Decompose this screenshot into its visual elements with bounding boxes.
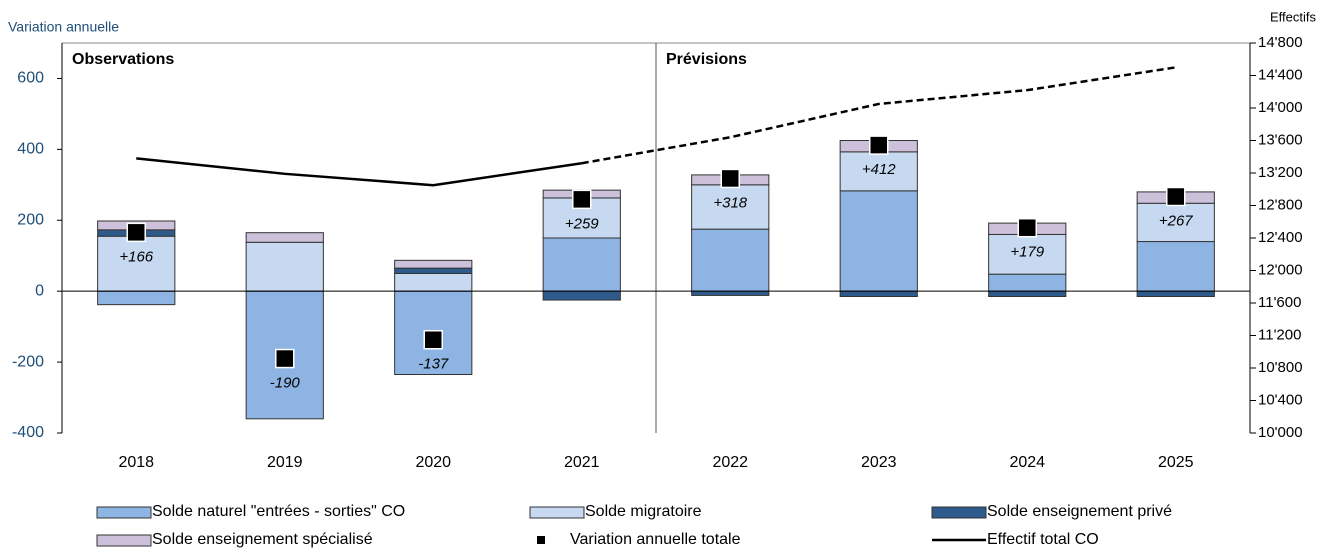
x-tick-label: 2023 <box>861 454 897 471</box>
total-marker <box>423 330 443 350</box>
y2-tick-label: 10'800 <box>1258 359 1303 376</box>
x-tick-label: 2020 <box>415 454 451 471</box>
bar <box>97 235 176 292</box>
value-label: -137 <box>418 356 449 373</box>
total-marker <box>869 135 889 155</box>
bar <box>1136 241 1215 292</box>
total-marker <box>126 222 146 243</box>
y-tick-label: 200 <box>17 211 44 228</box>
bar <box>1136 290 1215 298</box>
y2-tick-label: 12'400 <box>1258 229 1303 246</box>
y2-tick-label: 10'000 <box>1258 424 1303 441</box>
bar <box>691 228 770 292</box>
bar <box>542 290 621 301</box>
y-tick-label: 0 <box>35 282 44 299</box>
legend-swatch <box>537 536 545 544</box>
bar <box>691 290 770 296</box>
value-label: +259 <box>565 215 599 232</box>
y2-tick-label: 14'000 <box>1258 99 1303 116</box>
legend-label: Solde enseignement spécialisé <box>152 531 373 548</box>
y2-tick-label: 12'800 <box>1258 196 1303 213</box>
x-tick-label: 2025 <box>1158 454 1194 471</box>
total-marker <box>275 348 295 369</box>
y2-axis-label: Effectifs <box>1270 9 1317 24</box>
legend-swatch <box>96 506 152 519</box>
bar <box>839 151 918 192</box>
legend-label: Solde enseignement privé <box>987 503 1172 520</box>
value-label: +179 <box>1010 244 1044 261</box>
line-observed <box>136 157 582 187</box>
value-label: +318 <box>713 194 747 211</box>
value-label: +412 <box>862 161 896 178</box>
y2-tick-label: 13'200 <box>1258 164 1303 181</box>
y2-tick-label: 11'200 <box>1258 326 1301 343</box>
bar <box>394 267 473 274</box>
y-axis-label: Variation annuelle <box>8 19 119 35</box>
y2-tick-label: 10'400 <box>1258 391 1303 408</box>
legend-label: Effectif total CO <box>987 531 1099 548</box>
legend-swatch <box>529 506 585 519</box>
section-label: Observations <box>72 51 174 68</box>
bar <box>542 237 621 292</box>
x-tick-label: 2018 <box>118 454 154 471</box>
total-marker <box>1017 217 1037 238</box>
legend-swatch <box>96 534 152 547</box>
line-forecast <box>581 66 1176 165</box>
total-marker <box>572 189 592 210</box>
bar <box>245 241 324 292</box>
bar <box>839 290 918 298</box>
bar <box>1136 202 1215 243</box>
x-tick-label: 2019 <box>267 454 303 471</box>
x-tick-label: 2024 <box>1009 454 1045 471</box>
bar <box>988 273 1067 292</box>
legend-label: Variation annuelle totale <box>570 531 741 548</box>
legend-swatch <box>931 506 987 519</box>
y-tick-label: 400 <box>17 141 44 158</box>
bar <box>394 259 473 269</box>
bar <box>988 290 1067 298</box>
bar <box>691 184 770 230</box>
legend-label: Solde migratoire <box>585 503 702 520</box>
section-label: Prévisions <box>666 51 747 68</box>
y-tick-label: 600 <box>17 70 44 87</box>
y2-tick-label: 13'600 <box>1258 131 1303 148</box>
y-tick-label: -400 <box>12 424 44 441</box>
total-marker <box>1166 186 1186 207</box>
bar <box>988 233 1067 275</box>
value-label: -190 <box>270 375 301 392</box>
x-tick-label: 2021 <box>564 454 600 471</box>
total-marker <box>720 168 740 189</box>
y-tick-label: -200 <box>12 353 44 370</box>
value-label: +267 <box>1159 212 1193 229</box>
bar <box>394 272 473 292</box>
bar <box>839 190 918 292</box>
y2-tick-label: 11'600 <box>1258 294 1301 311</box>
y2-tick-label: 14'800 <box>1258 34 1303 51</box>
bar <box>97 290 176 306</box>
value-label: +166 <box>119 248 153 265</box>
bar <box>245 232 324 243</box>
y2-tick-label: 14'400 <box>1258 66 1303 83</box>
legend-label: Solde naturel "entrées - sorties" CO <box>152 503 405 520</box>
x-tick-label: 2022 <box>712 454 748 471</box>
y2-tick-label: 12'000 <box>1258 261 1303 278</box>
